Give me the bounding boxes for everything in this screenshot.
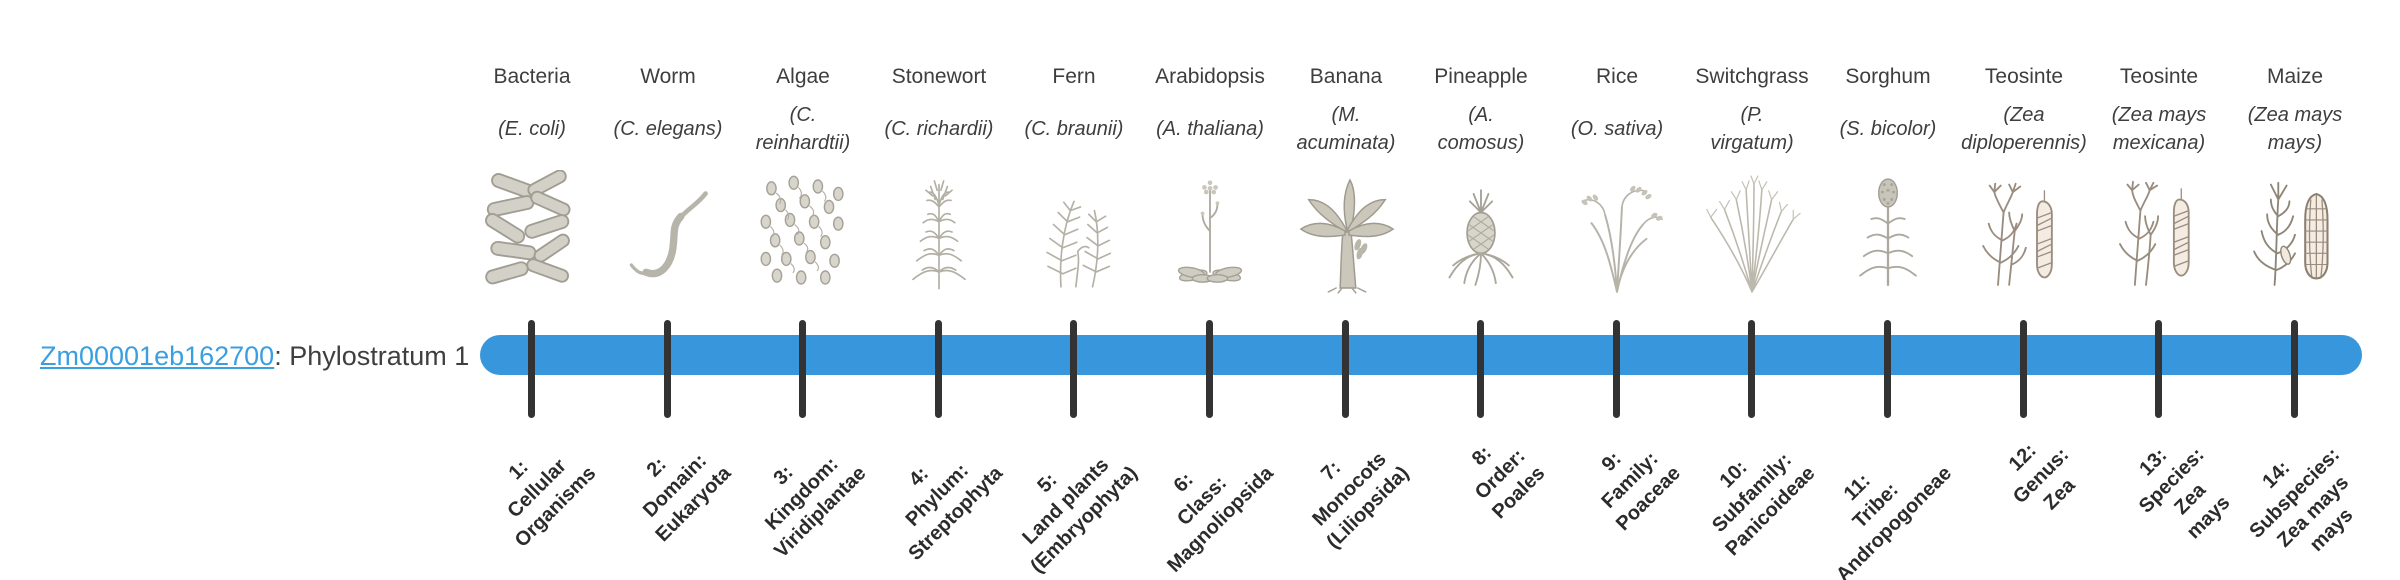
tick-11 — [1884, 320, 1891, 418]
stratum-label-14: 14: Subspecies: Zea mays mays — [2245, 443, 2358, 556]
rice-icon — [1542, 166, 1692, 298]
teosinte-diploperennis-icon — [1949, 166, 2099, 298]
organism-name: Rice — [1595, 65, 1638, 88]
organism-column-bacteria: Bacteria (E. coli) — [457, 62, 607, 298]
algae-icon — [728, 166, 878, 298]
tick-3 — [799, 320, 806, 418]
stratum-label-10: 10: Subfamily: Panicoideae — [1708, 448, 1820, 561]
teosinte-mexicana-icon — [2084, 166, 2234, 298]
pineapple-icon — [1406, 166, 1556, 298]
organism-column-fern: Fern (C. braunii) — [999, 62, 1149, 298]
fern-icon — [999, 166, 1149, 298]
organism-scientific-name: (M. acuminata) — [1296, 104, 1396, 154]
organism-name: Maize — [2266, 65, 2324, 88]
arabidopsis-icon — [1135, 166, 1285, 298]
organism-column-teosinte-mexicana: Teosinte (Zea mays mexicana) — [2084, 62, 2234, 298]
organism-column-arabidopsis: Arabidopsis (A. thaliana) — [1135, 62, 1285, 298]
stratum-label-13: 13: Species: Zea mays — [2134, 443, 2235, 544]
organism-name: Banana — [1309, 65, 1383, 88]
organism-column-switchgrass: Switchgrass (P. virgatum) — [1677, 62, 1827, 298]
organism-column-worm: Worm (C. elegans) — [593, 62, 743, 298]
organism-column-algae: Algae (C. reinhardtii) — [728, 62, 878, 298]
stonewort-icon — [864, 166, 1014, 298]
organism-scientific-name: (C. braunii) — [1024, 118, 1124, 140]
stratum-label-11: 11: Tribe: Andropogoneae — [1831, 462, 1956, 580]
organism-column-rice: Rice (O. sativa) — [1542, 62, 1692, 298]
tick-4 — [935, 320, 942, 418]
stratum-label-8: 8: Order: Poales — [1467, 441, 1549, 524]
organism-name: Stonewort — [891, 65, 987, 88]
switchgrass-icon — [1677, 166, 1827, 298]
organism-scientific-name: (O. sativa) — [1570, 118, 1664, 140]
tick-5 — [1070, 320, 1077, 418]
worm-icon — [593, 166, 743, 298]
tick-10 — [1748, 320, 1755, 418]
stratum-label-3: 3: Kingdom: Viridiplantae — [761, 453, 871, 563]
organism-scientific-name: (E. coli) — [498, 118, 566, 140]
tick-1 — [528, 320, 535, 418]
organism-name: Bacteria — [493, 65, 571, 88]
organism-scientific-name: (A. comosus) — [1437, 104, 1525, 154]
organism-name: Teosinte — [1984, 65, 2064, 88]
organism-column-sorghum: Sorghum (S. bicolor) — [1813, 62, 1963, 298]
organism-scientific-name: (C. reinhardtii) — [755, 104, 851, 154]
organism-scientific-name: (C. elegans) — [613, 118, 723, 140]
organism-scientific-name: (S. bicolor) — [1839, 118, 1937, 140]
organism-name: Algae — [776, 65, 830, 88]
tick-8 — [1477, 320, 1484, 418]
bacteria-icon — [457, 166, 607, 298]
tick-2 — [664, 320, 671, 418]
stratum-label-9: 9: Family: Poaceae — [1597, 447, 1685, 536]
gene-row-label: Zm00001eb162700: Phylostratum 1 — [40, 338, 469, 374]
stratum-label-12: 12: Genus: Zea — [2004, 439, 2080, 515]
organism-column-banana: Banana (M. acuminata) — [1271, 62, 1421, 298]
stratum-label-6: 6: Class: Magnoliopsida — [1163, 462, 1278, 577]
stratum-label-7: 7: Monocots (Liliopsida) — [1308, 448, 1414, 554]
organism-scientific-name: (P. virgatum) — [1710, 104, 1794, 154]
organism-name: Arabidopsis — [1155, 65, 1265, 88]
stratum-label-2: 2: Domain: Eukaryota — [639, 449, 736, 547]
organism-column-teosinte-diploperennis: Teosinte (Zea diploperennis) — [1949, 62, 2099, 298]
maize-icon — [2220, 166, 2370, 298]
sorghum-icon — [1813, 166, 1963, 298]
stratum-label-5: 5: Land plants (Embryophyta) — [1018, 454, 1142, 578]
banana-icon — [1271, 166, 1421, 298]
organism-column-pineapple: Pineapple (A. comosus) — [1406, 62, 1556, 298]
tick-7 — [1342, 320, 1349, 418]
organism-column-stonewort: Stonewort (C. richardii) — [864, 62, 1014, 298]
tick-14 — [2291, 320, 2298, 418]
tick-9 — [1613, 320, 1620, 418]
tick-12 — [2020, 320, 2027, 418]
phylostratum-value: : Phylostratum 1 — [274, 341, 470, 371]
organism-name: Switchgrass — [1695, 65, 1809, 88]
tick-13 — [2155, 320, 2162, 418]
organism-scientific-name: (Zea diploperennis) — [1961, 104, 2087, 154]
organism-name: Fern — [1052, 65, 1096, 88]
organism-scientific-name: (A. thaliana) — [1156, 118, 1264, 140]
phylostratum-bar — [480, 335, 2362, 375]
organism-scientific-name: (Zea mays mexicana) — [2111, 104, 2207, 154]
organism-scientific-name: (Zea mays mays) — [2247, 104, 2343, 154]
organism-scientific-name: (C. richardii) — [884, 118, 994, 140]
stratum-label-1: 1: Cellular Organisms — [502, 454, 600, 552]
organism-name: Pineapple — [1434, 65, 1528, 88]
organism-name: Sorghum — [1845, 65, 1931, 88]
organism-column-maize: Maize (Zea mays mays) — [2220, 62, 2370, 298]
organism-name: Worm — [640, 65, 696, 88]
tick-6 — [1206, 320, 1213, 418]
stratum-label-4: 4: Phylum: Streptophyta — [901, 459, 1007, 565]
gene-id-link[interactable]: Zm00001eb162700 — [40, 341, 275, 371]
organism-name: Teosinte — [2119, 65, 2199, 88]
